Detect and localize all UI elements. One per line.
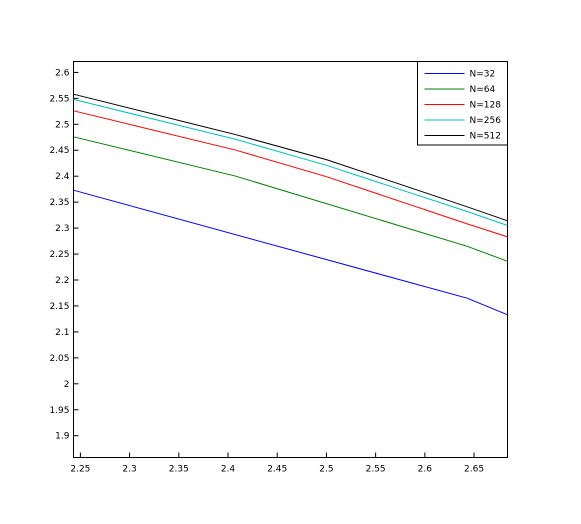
series-line-n-64: [73, 136, 508, 262]
x-tick-label: 2.4: [221, 465, 236, 475]
x-tick-label: 2.45: [267, 465, 287, 475]
x-tick-label: 2.5: [319, 465, 333, 475]
x-axis-ticks: 2.25 2.3 2.35 2.4 2.45 2.5 2.55 2.6 2.65: [70, 452, 484, 475]
legend-label: N=128: [470, 101, 502, 111]
y-tick-label: 2.5: [55, 120, 69, 130]
legend-label: N=512: [470, 132, 501, 142]
series-line-n-32: [73, 189, 508, 316]
y-tick-label: 2.45: [49, 146, 69, 156]
y-tick-label: 2.15: [49, 302, 69, 312]
x-tick-label: 2.65: [464, 465, 484, 475]
series-lines: [73, 93, 508, 316]
y-tick-label: 2.4: [55, 172, 70, 182]
y-axis-ticks: 1.9 1.95 2 2.05 2.1 2.15 2.2 2.25 2.3 2.35 2.4 2.45…: [49, 68, 79, 442]
legend-box: [417, 61, 508, 146]
x-tick-label: 2.3: [122, 465, 136, 475]
x-tick-label: 2.6: [418, 465, 433, 475]
y-tick-label: 1.95: [49, 406, 69, 416]
x-tick-label: 2.55: [366, 465, 386, 475]
legend: N=32 N=64 N=128 N=256 N=512: [417, 61, 508, 146]
y-tick-label: 2: [64, 380, 70, 390]
legend-label: N=32: [470, 70, 496, 80]
series-line-n-128: [73, 110, 508, 238]
y-tick-label: 2.3: [55, 224, 69, 234]
legend-label: N=64: [470, 85, 496, 95]
y-tick-label: 2.25: [49, 250, 69, 260]
series-line-n-512: [73, 93, 508, 222]
y-tick-label: 2.6: [55, 68, 70, 78]
series-line-n-256: [73, 98, 508, 226]
y-tick-label: 2.1: [55, 328, 69, 338]
x-tick-label: 2.25: [70, 465, 90, 475]
y-tick-label: 2.55: [49, 94, 69, 104]
y-tick-label: 2.2: [55, 276, 69, 286]
y-tick-label: 2.05: [49, 354, 69, 364]
legend-label: N=256: [470, 116, 502, 126]
x-tick-label: 2.35: [169, 465, 189, 475]
y-tick-label: 1.9: [55, 432, 70, 442]
plot-area-frame: [73, 61, 508, 458]
y-tick-label: 2.35: [49, 198, 69, 208]
